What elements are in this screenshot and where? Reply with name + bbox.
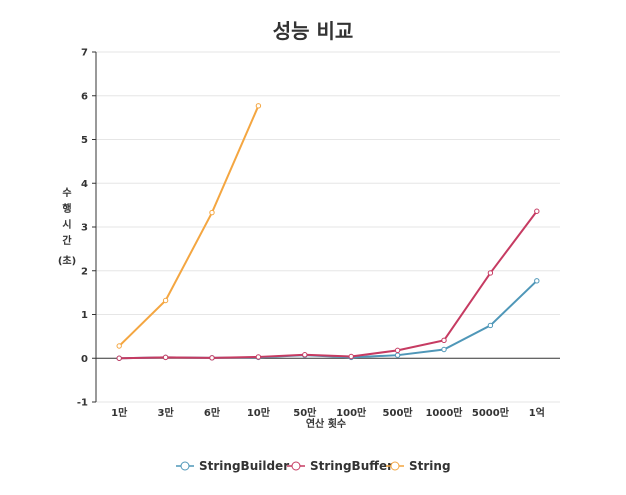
data-point <box>162 297 169 304</box>
y-axis-label-char: 간 <box>62 234 72 247</box>
x-tick-label: 100만 <box>336 406 367 419</box>
y-axis-label-char: 행 <box>62 202 71 215</box>
x-tick-label: 5000만 <box>472 406 510 419</box>
data-point <box>162 354 169 361</box>
legend-item-string[interactable]: String <box>386 459 451 473</box>
legend-label: String <box>409 459 451 473</box>
legend-label: StringBuilder <box>199 459 289 473</box>
legend[interactable]: StringBuilder StringBuffer String <box>176 459 451 473</box>
series-line <box>119 210 538 360</box>
series-line <box>119 280 538 360</box>
y-tick-label: -1 <box>77 398 88 409</box>
x-tick-label: 50만 <box>293 406 317 419</box>
x-tick-label: 1만 <box>111 406 128 419</box>
y-axis-label-char: (초) <box>58 254 76 267</box>
legend-swatch-marker <box>291 461 301 471</box>
data-point <box>534 278 540 284</box>
legend-swatch-marker <box>180 461 190 471</box>
data-point <box>209 209 215 216</box>
y-tick-label: 6 <box>81 91 88 102</box>
data-point <box>348 353 354 360</box>
x-tick-label: 1억 <box>529 407 545 419</box>
data-point <box>116 355 122 361</box>
x-axis-label: 연산 횟수 <box>306 417 346 430</box>
x-tick-label: 10만 <box>247 406 271 419</box>
y-tick-label: 7 <box>81 48 88 59</box>
legend-item-stringbuilder[interactable]: StringBuilder <box>176 459 289 473</box>
series <box>116 103 540 361</box>
chart-title: 성능 비교 <box>273 19 354 43</box>
series-stringbuilder <box>116 278 540 361</box>
data-point <box>487 270 494 276</box>
y-tick-label: 0 <box>81 354 88 365</box>
y-axis-label-char: 시 <box>62 219 71 231</box>
data-point <box>255 103 262 109</box>
x-tick-label: 3만 <box>158 406 175 419</box>
legend-item-stringbuffer[interactable]: StringBuffer <box>287 459 393 473</box>
grid <box>96 51 560 403</box>
data-point <box>394 352 401 358</box>
y-tick-label: 5 <box>81 135 88 146</box>
series-stringbuffer <box>116 208 540 361</box>
y-tick-label: 4 <box>81 179 88 190</box>
series-line <box>118 105 260 347</box>
data-point <box>394 347 401 354</box>
x-tick-label: 6만 <box>204 406 221 419</box>
data-point <box>209 355 215 361</box>
axes: -1 0 1 2 3 4 5 6 7 1만 3만 6만 10만 50만 100만 500만 1000만 5000만… <box>77 48 560 419</box>
legend-swatch-marker <box>390 461 400 471</box>
data-point <box>255 354 262 360</box>
y-tick-label: 2 <box>81 266 88 277</box>
data-point <box>441 337 447 344</box>
series-string <box>116 103 262 349</box>
y-tick-label: 3 <box>81 223 88 234</box>
data-point <box>534 208 540 214</box>
x-tick-label: 1000만 <box>425 406 463 419</box>
data-point <box>302 352 308 358</box>
data-point <box>487 322 494 329</box>
y-tick-label: 1 <box>81 310 88 321</box>
y-axis-label-char: 수 <box>62 187 71 199</box>
x-tick-label: 500만 <box>383 406 414 419</box>
legend-label: StringBuffer <box>310 459 393 473</box>
data-point <box>116 343 122 349</box>
data-point <box>441 346 447 353</box>
